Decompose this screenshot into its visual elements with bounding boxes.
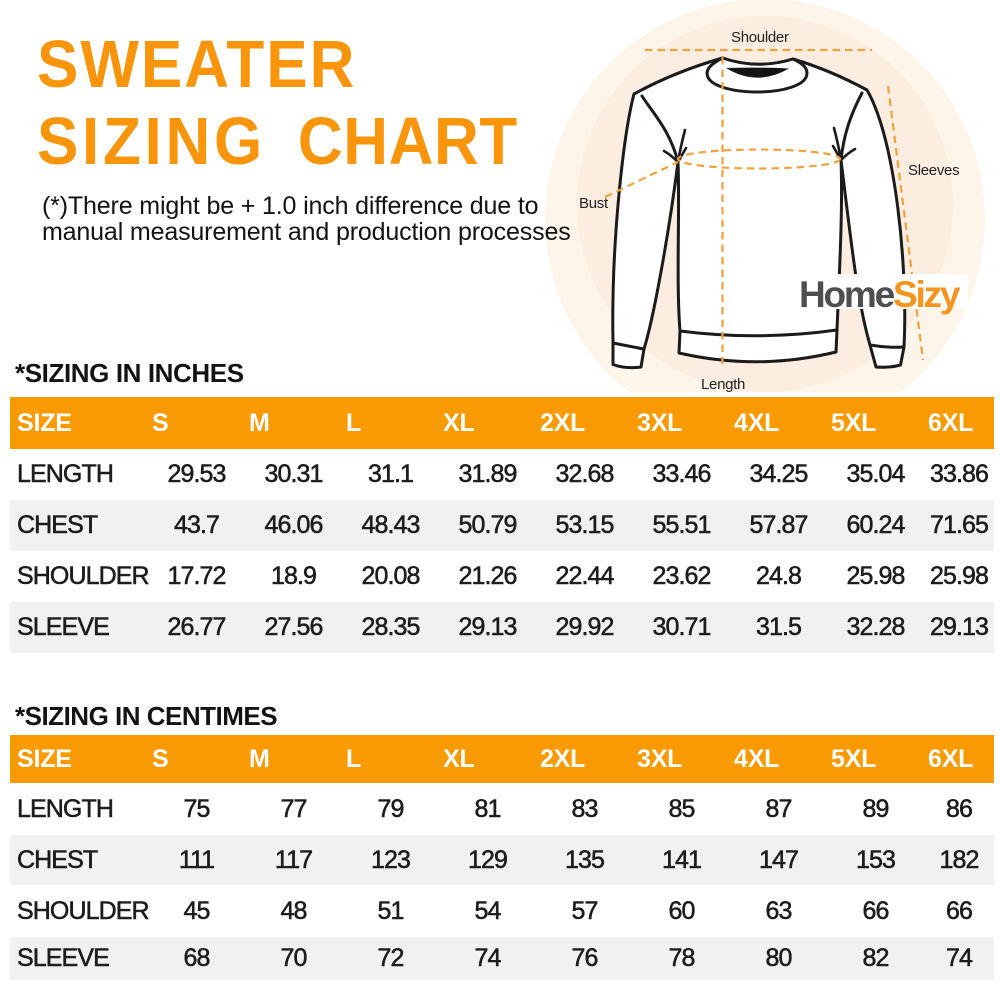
svg-text:HomeSizy: HomeSizy xyxy=(799,274,961,315)
svg-text:Sleeves: Sleeves xyxy=(908,162,959,179)
svg-text:Bust: Bust xyxy=(579,195,609,212)
svg-text:Shoulder: Shoulder xyxy=(731,29,789,46)
svg-text:Length: Length xyxy=(701,376,745,393)
